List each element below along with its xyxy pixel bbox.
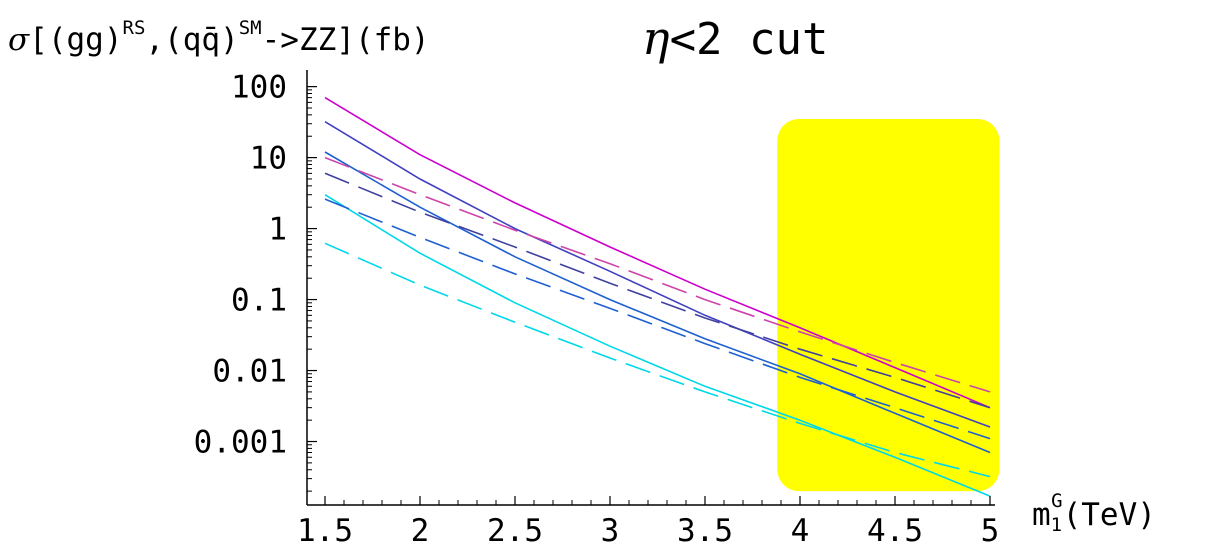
- shaded-region: [777, 118, 1000, 492]
- series-line-6-dashed: [324, 172, 991, 409]
- xlabel-superscript: G: [1051, 490, 1062, 512]
- y-tick-label: 1: [268, 212, 287, 248]
- title-close: ): [220, 22, 239, 58]
- series-line-7-dashed: [324, 198, 991, 440]
- y-tick-label: 0.1: [231, 283, 287, 319]
- x-tick-label: 3.5: [677, 513, 733, 548]
- title-sm-superscript: SM: [239, 17, 262, 39]
- y-tick-label: 100: [231, 70, 287, 106]
- x-axis-label: m1G(TeV): [1032, 490, 1156, 536]
- series-line-8-dashed: [324, 242, 991, 478]
- xlabel-unit: (TeV): [1063, 497, 1156, 533]
- series-line-1-solid: [324, 96, 991, 409]
- xlabel-subscript: 1: [1051, 514, 1062, 536]
- title-cut: <2 cut: [670, 14, 829, 65]
- series-line-2-solid: [324, 121, 991, 428]
- series-line-4-solid: [324, 194, 991, 497]
- x-tick-label: 2: [411, 513, 430, 548]
- xlabel-main: m: [1032, 497, 1051, 533]
- title-rs-superscript: RS: [123, 17, 146, 39]
- series-line-5-dashed: [324, 156, 991, 393]
- y-tick-label: 0.001: [194, 425, 287, 461]
- x-tick-label: 4: [791, 513, 810, 548]
- y-tick-label: 0.01: [212, 354, 287, 390]
- series-layer: [324, 96, 991, 497]
- x-tick-label: 4.5: [867, 513, 923, 548]
- title-mid: ,(q: [145, 22, 201, 58]
- x-tick-label: 1.5: [297, 513, 353, 548]
- chart-title-cut: η<2 cut: [642, 11, 829, 65]
- title-sigma: σ: [8, 22, 30, 58]
- tick-layer: 1.5 2 2.5 3 3.5 4 4.5 5 100 10 1 0.1 0.01 0.001: [194, 70, 1000, 548]
- series-line-3-solid: [324, 151, 991, 454]
- x-tick-label: 5: [981, 513, 1000, 548]
- x-tick-label: 2.5: [487, 513, 543, 548]
- y-tick-label: 10: [250, 141, 287, 177]
- x-tick-label: 3: [601, 513, 620, 548]
- title-rest: ->ZZ](fb): [262, 22, 430, 58]
- shaded-region-layer: [777, 118, 1000, 492]
- title-eta: η: [642, 11, 670, 65]
- title-open: [(gg): [29, 22, 122, 58]
- title-qbar: q̄: [201, 22, 220, 58]
- chart-title: σ[(gg)RS,(qq̄)SM->ZZ](fb): [8, 17, 430, 58]
